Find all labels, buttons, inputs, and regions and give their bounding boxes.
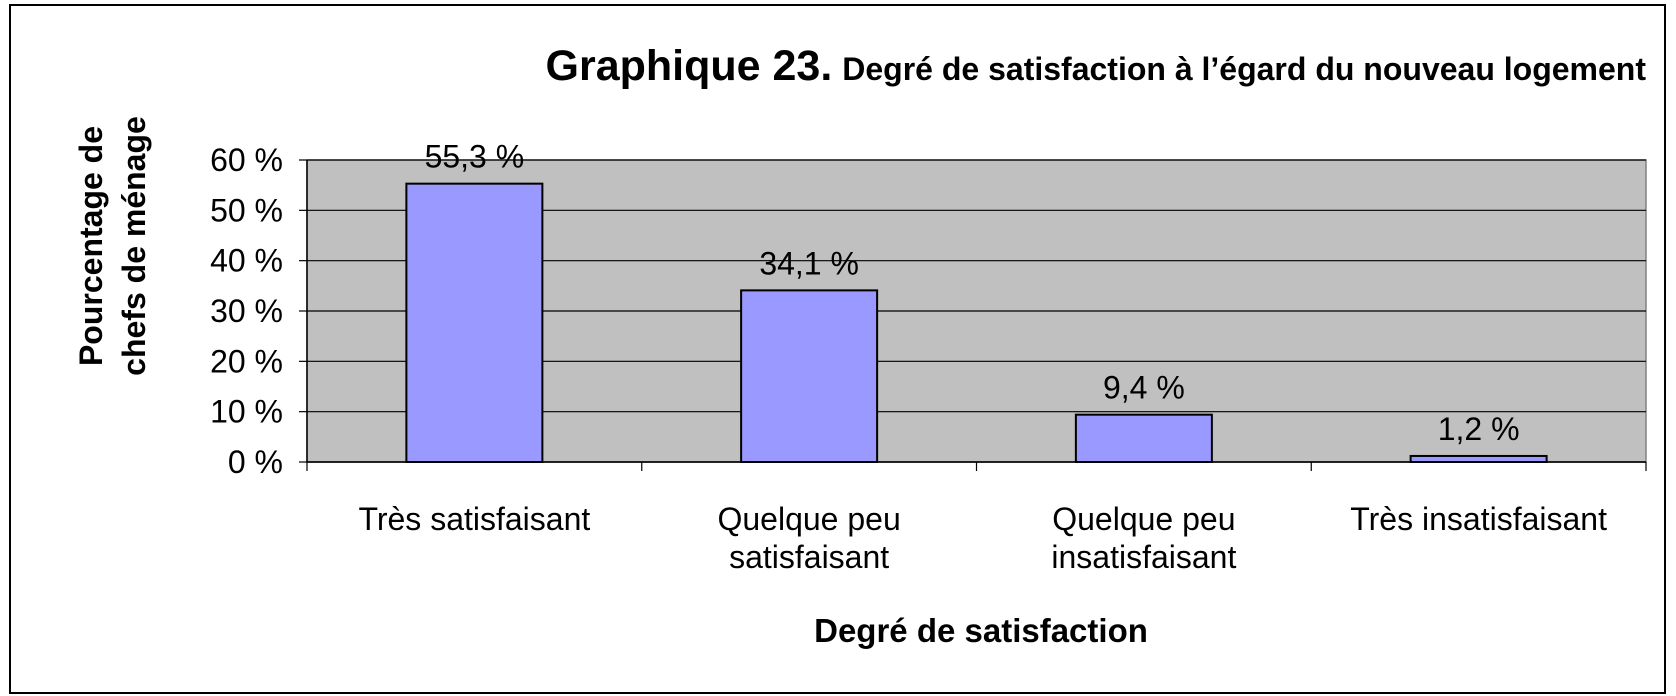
x-tick-label: Quelque peu satisfaisant (717, 501, 901, 575)
y-tick-label: 0 % (228, 444, 283, 480)
value-label: 1,2 % (1438, 411, 1520, 447)
bar (1074, 413, 1213, 464)
chart-title-group: Graphique 23. Degré de satisfaction à l’é… (546, 42, 1647, 90)
y-tick-label: 40 % (210, 243, 283, 279)
x-tick-label: Très insatisfaisant (1350, 501, 1607, 537)
bar (1409, 454, 1548, 463)
x-tick-label: Quelque peu insatisfaisant (1051, 501, 1237, 575)
bar (405, 182, 544, 463)
y-tick-label: 30 % (210, 293, 283, 329)
value-label: 55,3 % (425, 139, 525, 175)
x-tick-label: Très satisfaisant (358, 501, 591, 537)
y-tick-label: 20 % (210, 343, 283, 379)
y-tick-label: 60 % (210, 142, 283, 178)
y-label-line: Pourcentage de (73, 126, 109, 366)
y-axis-label: Pourcentage de chefs de ménage (73, 116, 152, 376)
value-label: 34,1 % (759, 245, 859, 281)
y-tick-label: 10 % (210, 394, 283, 430)
chart-subtitle: Degré de satisfaction à l’égard du nouve… (842, 51, 1646, 87)
x-axis-label: Degré de satisfaction (814, 612, 1148, 649)
bar (740, 289, 879, 464)
y-tick-label: 50 % (210, 192, 283, 228)
y-label-line: chefs de ménage (116, 116, 152, 376)
value-label: 9,4 % (1103, 370, 1185, 406)
chart-title: Graphique 23. (546, 42, 833, 90)
